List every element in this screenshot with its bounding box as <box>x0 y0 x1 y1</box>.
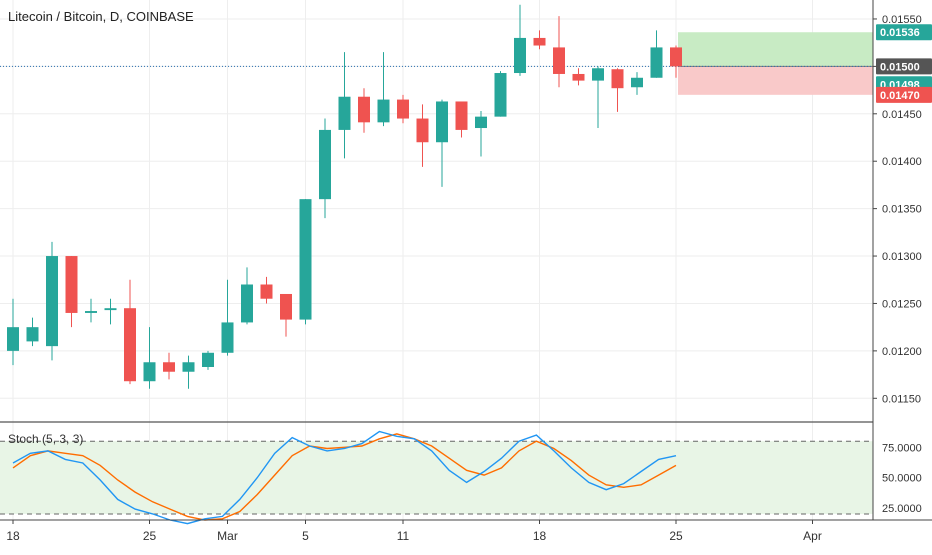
price-tag <box>876 24 932 41</box>
position-zones <box>0 32 873 95</box>
candle-body <box>182 362 195 372</box>
price-tick-label: 0.01300 <box>882 251 922 263</box>
time-tick-label: 18 <box>6 529 20 543</box>
time-tick-label: Mar <box>217 529 238 543</box>
stoch-label: Stoch (5, 3, 3) <box>8 432 84 446</box>
candle-body <box>26 327 39 342</box>
candle-body <box>475 116 487 129</box>
price-tick-label: 0.01400 <box>882 156 922 168</box>
candle-body <box>358 96 370 123</box>
time-tick-label: 25 <box>143 529 157 543</box>
candle-body <box>143 362 156 382</box>
candle-body <box>416 118 429 143</box>
price-tag-label: 0.01500 <box>880 61 920 73</box>
candle-body <box>338 96 351 130</box>
candle-body <box>377 99 390 123</box>
time-tick-label: 25 <box>669 529 683 543</box>
price-tag-label: 0.01470 <box>880 90 920 102</box>
stoch-tick-label: 75.0000 <box>882 442 922 454</box>
candle-body <box>611 69 624 89</box>
time-tick-label: 5 <box>302 529 309 543</box>
candle-body <box>104 308 117 311</box>
price-tick-label: 0.01200 <box>882 346 922 358</box>
candle-body <box>202 352 214 367</box>
candle-body <box>436 101 448 143</box>
stoch-tick-label: 25.0000 <box>882 503 922 515</box>
candle-body <box>553 47 565 74</box>
candle-body <box>85 311 97 313</box>
time-tick-label: 18 <box>533 529 547 543</box>
chart-title: Litecoin / Bitcoin, D, COINBASE <box>8 9 194 24</box>
candle-body <box>592 68 604 81</box>
candle-body <box>455 101 468 130</box>
candles-layer <box>7 4 682 389</box>
candle-body <box>631 77 643 88</box>
candle-body <box>65 256 78 313</box>
price-tag-label: 0.01536 <box>880 27 920 39</box>
profit-zone <box>678 32 873 67</box>
loss-zone <box>678 66 873 95</box>
price-tick-label: 0.01550 <box>882 14 922 26</box>
candle-body <box>163 362 175 372</box>
candle-body <box>7 327 19 351</box>
stoch-band-fill <box>0 441 873 514</box>
stoch-d-line <box>12 433 677 521</box>
candle-body <box>514 37 526 74</box>
price-tag <box>876 86 932 103</box>
price-tick-label: 0.01250 <box>882 298 922 310</box>
candle-body <box>494 73 507 117</box>
price-tick-label: 0.01450 <box>882 109 922 121</box>
stoch-layer <box>0 430 873 525</box>
candle-body <box>397 99 409 119</box>
candle-body <box>124 308 136 382</box>
candle-body <box>260 284 273 299</box>
candle-body <box>280 293 292 320</box>
candle-body <box>221 322 234 353</box>
candle-body <box>533 37 546 46</box>
axis-layer: 0.01550 0.01500 0.01450 0.01400 0.01350 0.013… <box>0 0 932 543</box>
candle-body <box>299 199 312 320</box>
stoch-k-line <box>12 430 677 525</box>
candle-body <box>650 47 663 78</box>
price-tick-label: 0.01150 <box>882 393 921 405</box>
candle-body <box>46 256 58 347</box>
time-tick-label: 11 <box>397 529 410 543</box>
time-tick-label: Apr <box>803 529 822 543</box>
candle-body <box>670 47 682 67</box>
price-tag <box>876 58 932 75</box>
candle-body <box>241 284 253 323</box>
candle-body <box>572 73 585 81</box>
stoch-tick-label: 50.0000 <box>882 473 922 485</box>
candle-body <box>319 129 331 200</box>
price-tick-label: 0.01350 <box>882 204 922 216</box>
